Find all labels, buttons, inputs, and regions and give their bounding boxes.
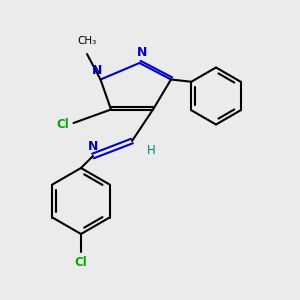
Text: Cl: Cl: [56, 118, 69, 131]
Text: N: N: [88, 140, 98, 153]
Text: N: N: [92, 64, 103, 76]
Text: CH₃: CH₃: [77, 37, 97, 46]
Text: N: N: [137, 46, 147, 59]
Text: H: H: [147, 143, 156, 157]
Text: Cl: Cl: [75, 256, 87, 268]
